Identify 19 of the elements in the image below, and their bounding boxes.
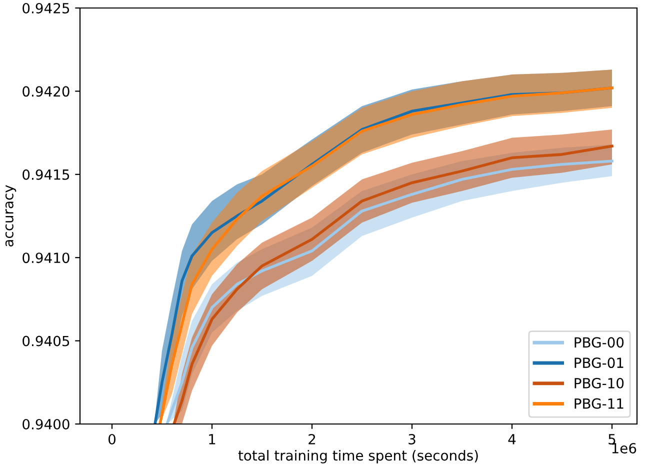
y-tick-label: 0.9405 bbox=[22, 336, 70, 346]
y-axis-title: accuracy bbox=[5, 185, 16, 246]
x-tick-label: 2 bbox=[308, 434, 316, 444]
y-tick-label: 0.9425 bbox=[22, 2, 70, 14]
legend-label: PBG-10 bbox=[574, 378, 624, 388]
y-tick-label: 0.9420 bbox=[22, 86, 70, 97]
x-tick-label: 5 bbox=[608, 434, 616, 444]
x-tick-label: 0 bbox=[108, 434, 116, 444]
legend-label: PBG-11 bbox=[574, 398, 624, 409]
legend-label: PBG-01 bbox=[574, 358, 624, 368]
x-axis-title: total training time spent (seconds) bbox=[238, 450, 478, 464]
y-tick-label: 0.9410 bbox=[22, 252, 70, 264]
x-tick-label: 3 bbox=[408, 434, 416, 444]
legend-label: PBG-00 bbox=[574, 337, 624, 348]
x-tick-label: 4 bbox=[508, 434, 516, 444]
text: 1e6 bbox=[612, 442, 636, 454]
y-tick-label: 0.9400 bbox=[22, 418, 70, 430]
x-tick-label: 1 bbox=[209, 434, 216, 444]
y-tick-label: 0.9415 bbox=[22, 169, 70, 180]
